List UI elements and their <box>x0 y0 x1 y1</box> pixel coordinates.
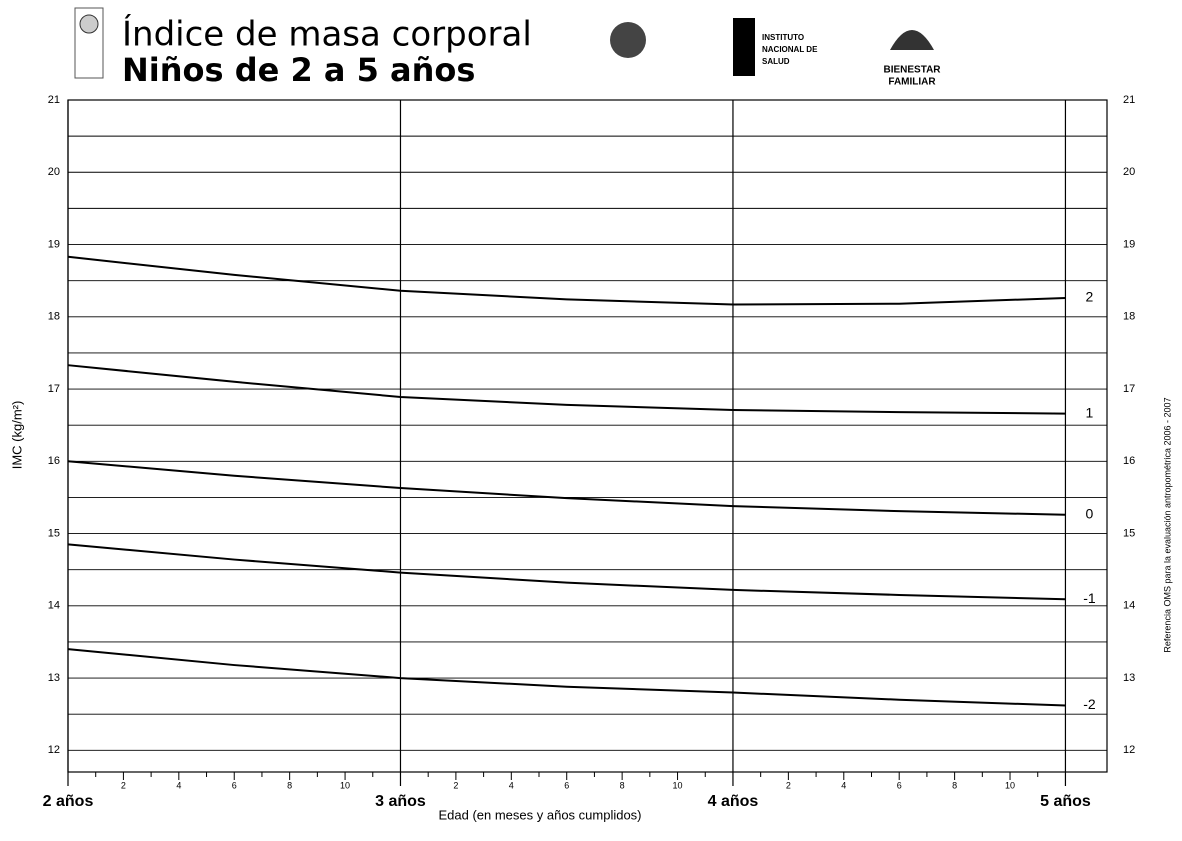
x-tick-label: 4 <box>841 780 846 790</box>
y-tick-label: 17 <box>48 383 60 395</box>
y-tick-label-right: 19 <box>1123 238 1135 250</box>
y-tick-label-right: 15 <box>1123 527 1135 539</box>
y-tick-label-right: 20 <box>1123 166 1135 178</box>
logo-text: FAMILIAR <box>888 77 936 88</box>
series-label: 1 <box>1086 404 1094 420</box>
logo-text: SALUD <box>762 57 790 66</box>
logo-text: NACIONAL DE <box>762 45 818 54</box>
logo-text: INSTITUTO <box>762 33 804 42</box>
y-tick-label: 19 <box>48 238 60 250</box>
x-tick-label: 8 <box>287 780 292 790</box>
x-tick-label: 2 <box>453 780 458 790</box>
curve <box>67 364 1066 415</box>
child-head <box>79 14 99 34</box>
y-tick-label: 13 <box>48 672 60 684</box>
x-tick-label: 6 <box>232 780 237 790</box>
series-label: 0 <box>1086 505 1094 521</box>
y-tick-label-right: 17 <box>1123 383 1135 395</box>
side-note: Referencia OMS para la evaluación antrop… <box>1162 397 1172 652</box>
y-axis-label: IMC (kg/m²) <box>9 401 24 470</box>
series-label: -2 <box>1083 696 1096 712</box>
x-tick-label: 10 <box>340 780 350 790</box>
child-icon <box>74 7 104 79</box>
y-tick-label: 21 <box>48 94 60 106</box>
x-major-label: 3 años <box>375 793 426 810</box>
x-tick-label: 6 <box>564 780 569 790</box>
y-tick-label-right: 14 <box>1123 600 1135 612</box>
y-tick-label-right: 12 <box>1123 744 1135 756</box>
y-tick-label: 12 <box>48 744 60 756</box>
icbf-logo <box>890 30 934 50</box>
logo-text: BIENESTAR <box>883 65 941 76</box>
x-tick-label: 10 <box>673 780 683 790</box>
plot-frame <box>67 99 1108 773</box>
curve <box>67 460 1066 516</box>
x-tick-label: 6 <box>897 780 902 790</box>
y-tick-label: 14 <box>48 600 60 612</box>
chart-subtitle: Niños de 2 a 5 años <box>122 51 475 89</box>
x-tick-label: 8 <box>952 780 957 790</box>
x-tick-label: 2 <box>121 780 126 790</box>
y-tick-label-right: 21 <box>1123 94 1135 106</box>
ins-logo <box>733 18 755 76</box>
y-tick-label: 18 <box>48 311 60 323</box>
x-tick-label: 2 <box>786 780 791 790</box>
chart-title: Índice de masa corporal <box>122 14 532 55</box>
curve <box>67 255 1066 306</box>
x-major-label: 4 años <box>708 793 759 810</box>
x-axis-label: Edad (en meses y años cumplidos) <box>438 807 641 822</box>
y-tick-label: 16 <box>48 455 60 467</box>
y-tick-label: 15 <box>48 527 60 539</box>
series-label: 2 <box>1086 289 1094 305</box>
y-tick-label: 20 <box>48 166 60 178</box>
curve <box>67 543 1066 601</box>
colombia-logo <box>610 22 646 58</box>
curve <box>67 648 1066 707</box>
x-tick-label: 8 <box>620 780 625 790</box>
x-major-label: 5 años <box>1040 793 1091 810</box>
y-tick-label-right: 16 <box>1123 455 1135 467</box>
x-tick-label: 10 <box>1005 780 1015 790</box>
series-label: -1 <box>1083 590 1096 606</box>
x-tick-label: 4 <box>176 780 181 790</box>
y-tick-label-right: 13 <box>1123 672 1135 684</box>
x-major-label: 2 años <box>43 793 94 810</box>
y-tick-label-right: 18 <box>1123 311 1135 323</box>
x-tick-label: 4 <box>509 780 514 790</box>
